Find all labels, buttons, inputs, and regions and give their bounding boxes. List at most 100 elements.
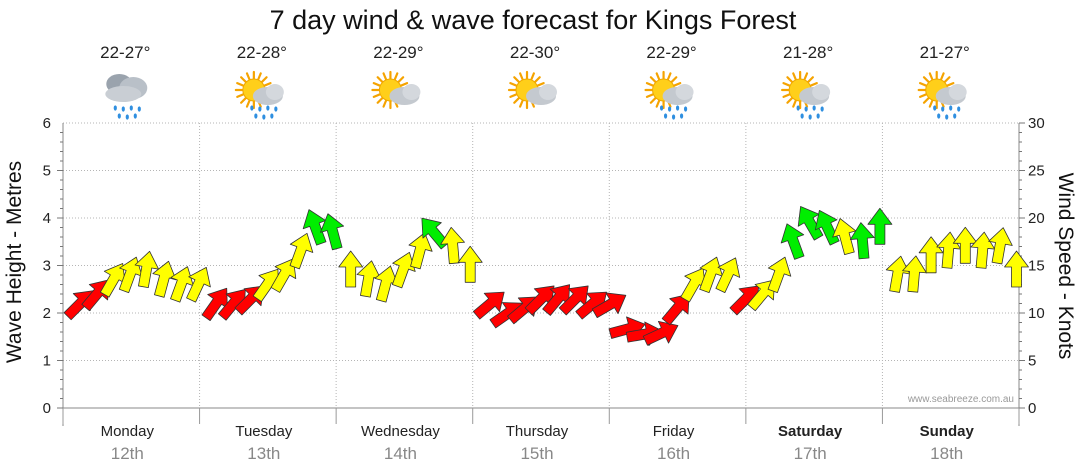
cloud-shape bbox=[539, 84, 557, 100]
left-tick-label: 1 bbox=[43, 353, 51, 370]
day-temp: 22-29° bbox=[646, 43, 696, 62]
right-tick-label: 15 bbox=[1028, 258, 1045, 275]
plot-area bbox=[57, 122, 1025, 426]
wind-arrow bbox=[472, 291, 505, 320]
wind-arrow bbox=[392, 251, 416, 289]
wind-arrow bbox=[421, 217, 450, 250]
rain-drop bbox=[133, 113, 137, 119]
rain-drop bbox=[129, 105, 133, 111]
wind-arrow bbox=[780, 223, 805, 260]
wind-arrow bbox=[867, 207, 893, 245]
rain-drop bbox=[796, 105, 800, 111]
rain-drop bbox=[250, 105, 254, 111]
wind-arrow bbox=[1004, 250, 1029, 288]
cloud-shape bbox=[402, 84, 421, 100]
rain-drop bbox=[671, 114, 676, 120]
rain-drop bbox=[262, 114, 266, 120]
rain-drop bbox=[937, 113, 941, 119]
day-date: 13th bbox=[247, 444, 280, 463]
cloud-shape bbox=[675, 84, 694, 100]
left-tick-label: 3 bbox=[43, 258, 51, 275]
cloud-shape bbox=[812, 84, 831, 100]
wind-arrow bbox=[320, 213, 345, 251]
rain-drop bbox=[266, 105, 270, 111]
wind-arrow bbox=[642, 320, 679, 346]
wind-arrow bbox=[186, 266, 211, 303]
wind-arrow bbox=[747, 279, 775, 312]
day-date: 14th bbox=[384, 444, 417, 463]
left-tick-label: 2 bbox=[43, 305, 51, 322]
wind-arrow bbox=[457, 245, 483, 283]
rain-drop bbox=[258, 106, 262, 112]
day-name: Tuesday bbox=[235, 423, 292, 440]
right-tick-label: 20 bbox=[1028, 210, 1045, 227]
wind-arrow bbox=[152, 260, 177, 298]
day-date: 18th bbox=[930, 444, 963, 463]
wind-arrow bbox=[902, 255, 927, 293]
rain-drop bbox=[933, 105, 937, 111]
weather-icon bbox=[105, 74, 148, 120]
rain-drop bbox=[945, 114, 949, 120]
day-name: Sunday bbox=[920, 423, 975, 440]
day-temp: 22-27° bbox=[100, 43, 150, 62]
right-axis: 0 5 10 15 20 25 30 bbox=[1028, 115, 1045, 417]
wind-arrow bbox=[134, 250, 160, 289]
rain-drop bbox=[117, 113, 121, 119]
cloud-shape bbox=[105, 86, 142, 102]
day-date: 15th bbox=[520, 444, 553, 463]
rain-drop bbox=[812, 105, 816, 111]
rain-drop bbox=[804, 106, 808, 112]
weather-icon bbox=[781, 70, 831, 120]
wind-arrow bbox=[918, 236, 944, 274]
rain-drop bbox=[953, 113, 957, 119]
day-temp: 21-27° bbox=[920, 43, 970, 62]
day-name: Wednesday bbox=[361, 423, 440, 440]
day-name: Thursday bbox=[506, 423, 569, 440]
rain-drop bbox=[820, 106, 824, 112]
left-tick-label: 5 bbox=[43, 163, 51, 180]
rain-drop bbox=[667, 106, 672, 112]
day-name: Saturday bbox=[778, 423, 843, 440]
wind-arrows bbox=[63, 206, 1029, 346]
wind-arrow bbox=[988, 227, 1013, 265]
rain-drop bbox=[679, 113, 684, 119]
wind-arrow bbox=[440, 226, 465, 265]
rain-drop bbox=[659, 105, 664, 111]
rain-drop bbox=[125, 114, 129, 120]
day-date: 16th bbox=[657, 444, 690, 463]
wind-arrow bbox=[832, 218, 857, 256]
right-axis-label: Wind Speed - Knots bbox=[1054, 173, 1077, 360]
left-axis: 0 1 2 3 4 5 6 bbox=[43, 115, 51, 417]
weather-icon bbox=[507, 70, 557, 110]
day-date: 12th bbox=[111, 444, 144, 463]
wind-arrow bbox=[797, 206, 824, 241]
left-tick-label: 4 bbox=[43, 210, 51, 227]
wind-arrow bbox=[885, 255, 911, 293]
weather-icon bbox=[917, 70, 967, 120]
rain-drop bbox=[137, 106, 141, 112]
left-tick-label: 6 bbox=[43, 115, 51, 132]
wind-arrow bbox=[270, 258, 297, 293]
rain-drop bbox=[941, 106, 945, 112]
rain-drop bbox=[808, 114, 812, 120]
day-temp: 22-29° bbox=[373, 43, 423, 62]
weather-icon bbox=[234, 70, 284, 120]
day-temp: 22-28° bbox=[237, 43, 287, 62]
wind-arrow bbox=[338, 250, 364, 288]
rain-drop bbox=[121, 106, 125, 112]
wind-arrow bbox=[767, 256, 792, 294]
wind-arrow bbox=[715, 257, 741, 294]
cloud-shape bbox=[265, 84, 284, 100]
wind-arrow bbox=[849, 222, 875, 260]
rain-drop bbox=[949, 105, 953, 111]
rain-drop bbox=[800, 113, 804, 119]
day-name: Monday bbox=[101, 423, 155, 440]
left-tick-label: 0 bbox=[43, 400, 51, 417]
weather-icon bbox=[371, 70, 421, 110]
right-tick-label: 5 bbox=[1028, 353, 1036, 370]
day-temp: 22-30° bbox=[510, 43, 560, 62]
cloud-shape bbox=[948, 84, 967, 100]
rain-drop bbox=[957, 106, 961, 112]
wind-arrow bbox=[408, 232, 433, 270]
day-labels: Monday 12th Tuesday 13th Wednesday 14th Thursd… bbox=[101, 423, 975, 463]
